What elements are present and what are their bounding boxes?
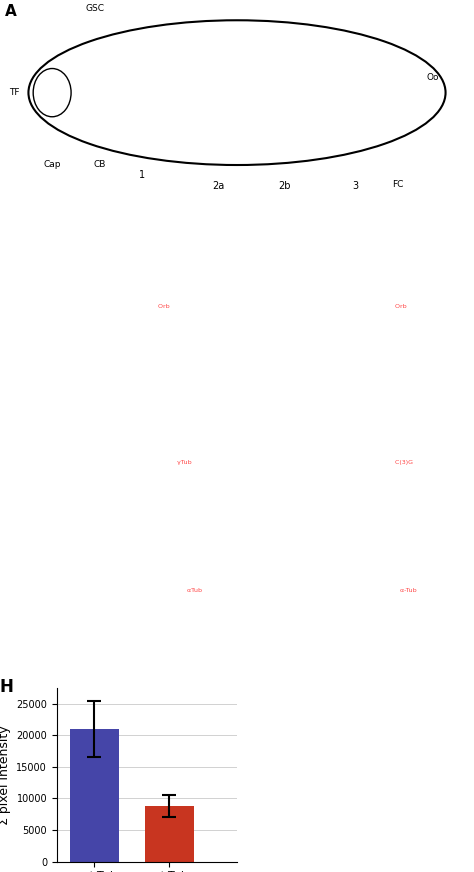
Text: αTub: αTub [441, 643, 460, 652]
Text: α-Tub: α-Tub [398, 588, 417, 593]
Text: B: B [5, 196, 14, 209]
Text: DNA: DNA [210, 349, 228, 358]
Text: C(3)G: C(3)G [393, 460, 413, 465]
Text: αTub: αTub [185, 588, 202, 593]
Text: mat-Tub>PAR-1-AEM-GFP: mat-Tub>PAR-1-AEM-GFP [325, 665, 386, 671]
Text: mat-Tub>PAR-1-AEM-GFP: mat-Tub>PAR-1-AEM-GFP [325, 588, 393, 593]
Text: Oo: Oo [427, 72, 439, 82]
Text: FC: FC [392, 181, 404, 189]
Text: D': D' [5, 470, 17, 480]
Text: H: H [0, 678, 13, 696]
Text: mat-Tub>PAR-1-AEM-GFP: mat-Tub>PAR-1-AEM-GFP [320, 304, 389, 310]
Text: 2a: 2a [212, 181, 224, 192]
Text: E': E' [246, 470, 257, 480]
Bar [70, 729, 119, 862]
Text: D: D [5, 364, 15, 376]
Text: G": G" [242, 657, 256, 666]
Text: Orb: Orb [156, 304, 170, 310]
Text: αTub: αTub [209, 643, 228, 652]
Text: mat-Tub>PAR-1-AEM-GFP: mat-Tub>PAR-1-AEM-GFP [102, 460, 171, 465]
Text: Cap: Cap [44, 160, 61, 169]
Text: CB: CB [93, 160, 106, 169]
Text: mat-Tub+nos>PAR-1-GFP: mat-Tub+nos>PAR-1-GFP [82, 304, 152, 310]
Text: γTub: γTub [175, 460, 192, 465]
Text: F: F [5, 518, 13, 531]
Text: TF: TF [9, 88, 20, 97]
Text: A: A [5, 3, 17, 19]
Text: C: C [246, 196, 255, 209]
Text: Orb: Orb [446, 349, 460, 358]
Text: 3: 3 [353, 181, 358, 192]
Text: C': C' [246, 316, 258, 325]
Text: mat-Tub>: mat-Tub> [154, 588, 180, 593]
Bar [145, 806, 194, 862]
Text: F': F' [5, 599, 16, 609]
Text: GSC: GSC [85, 3, 104, 13]
Text: 1: 1 [139, 170, 145, 180]
Text: mat-Tub>PAR-1-AEM-GFP: mat-Tub>PAR-1-AEM-GFP [321, 863, 390, 868]
Text: 2b: 2b [278, 181, 291, 192]
Text: E: E [246, 364, 255, 376]
Text: Orb: Orb [393, 304, 407, 310]
Y-axis label: Σ pixel intensity: Σ pixel intensity [0, 725, 11, 825]
Text: B': B' [5, 316, 17, 325]
Text: G: G [246, 518, 257, 531]
Text: γTub: γTub [210, 505, 228, 514]
Text: G': G' [246, 599, 259, 609]
Text: DNA: DNA [443, 505, 460, 514]
Text: mat-Tub>PAR-1-AEM-GFP: mat-Tub>PAR-1-AEM-GFP [320, 460, 389, 465]
